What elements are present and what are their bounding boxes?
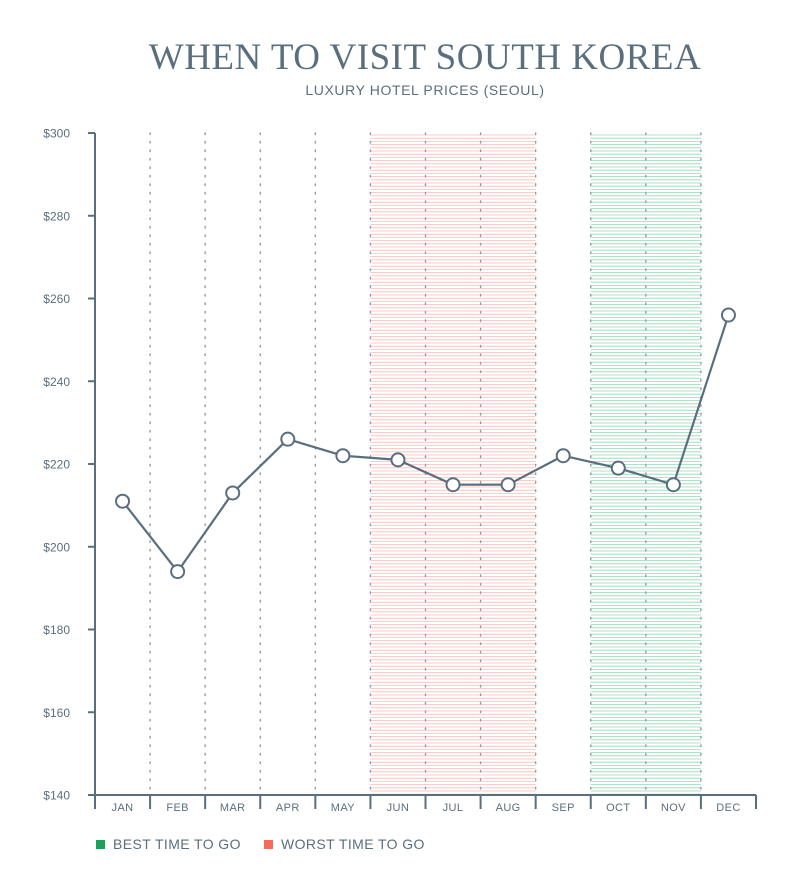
data-point (390, 452, 406, 468)
data-point (170, 564, 186, 580)
x-tick-label: JUL (443, 802, 464, 814)
y-tick-label: $200 (43, 540, 70, 554)
x-tick-label: MAY (331, 802, 355, 814)
data-point (115, 493, 131, 509)
chart-subtitle: LUXURY HOTEL PRICES (SEOUL) (305, 82, 545, 98)
highlight-range-jun-aug (370, 134, 536, 795)
legend-item-worst: WORST TIME TO GO (264, 836, 425, 852)
price-line (121, 314, 730, 573)
legend-label-worst: WORST TIME TO GO (281, 836, 425, 852)
highlight-range-oct-nov (590, 134, 701, 795)
y-tick-label: $160 (43, 706, 70, 720)
chart-title: WHEN TO VISIT SOUTH KOREA (148, 37, 702, 78)
y-tick-label: $240 (43, 375, 70, 389)
legend-label-best: BEST TIME TO GO (113, 836, 241, 852)
y-tick-label: $260 (43, 292, 70, 306)
data-point (445, 477, 461, 493)
x-tick-label: MAR (220, 802, 246, 814)
legend-swatch-worst (264, 839, 273, 849)
y-tick-label: $220 (43, 458, 70, 472)
x-tick-label: APR (276, 802, 300, 814)
x-tick-label: JUN (387, 802, 410, 814)
data-point (720, 307, 736, 323)
x-tick-label: JAN (112, 802, 134, 814)
data-point (665, 477, 681, 493)
y-tick-label: $180 (43, 623, 70, 637)
y-tick-label: $140 (43, 789, 70, 803)
x-tick-label: DEC (716, 802, 740, 814)
data-point (225, 485, 241, 501)
x-tick-label: NOV (661, 802, 686, 814)
x-tick-label: SEP (552, 802, 575, 814)
x-tick-label: OCT (606, 802, 630, 814)
data-point (280, 431, 296, 447)
data-point (610, 460, 626, 476)
data-point (335, 448, 351, 464)
y-tick-label: $300 (43, 127, 70, 141)
y-tick-label: $280 (43, 209, 70, 223)
data-point (555, 448, 571, 464)
data-point (500, 477, 516, 493)
legend-item-best: BEST TIME TO GO (96, 836, 241, 852)
legend-swatch-best (96, 839, 105, 849)
x-tick-label: FEB (166, 802, 189, 814)
x-tick-label: AUG (496, 802, 521, 814)
